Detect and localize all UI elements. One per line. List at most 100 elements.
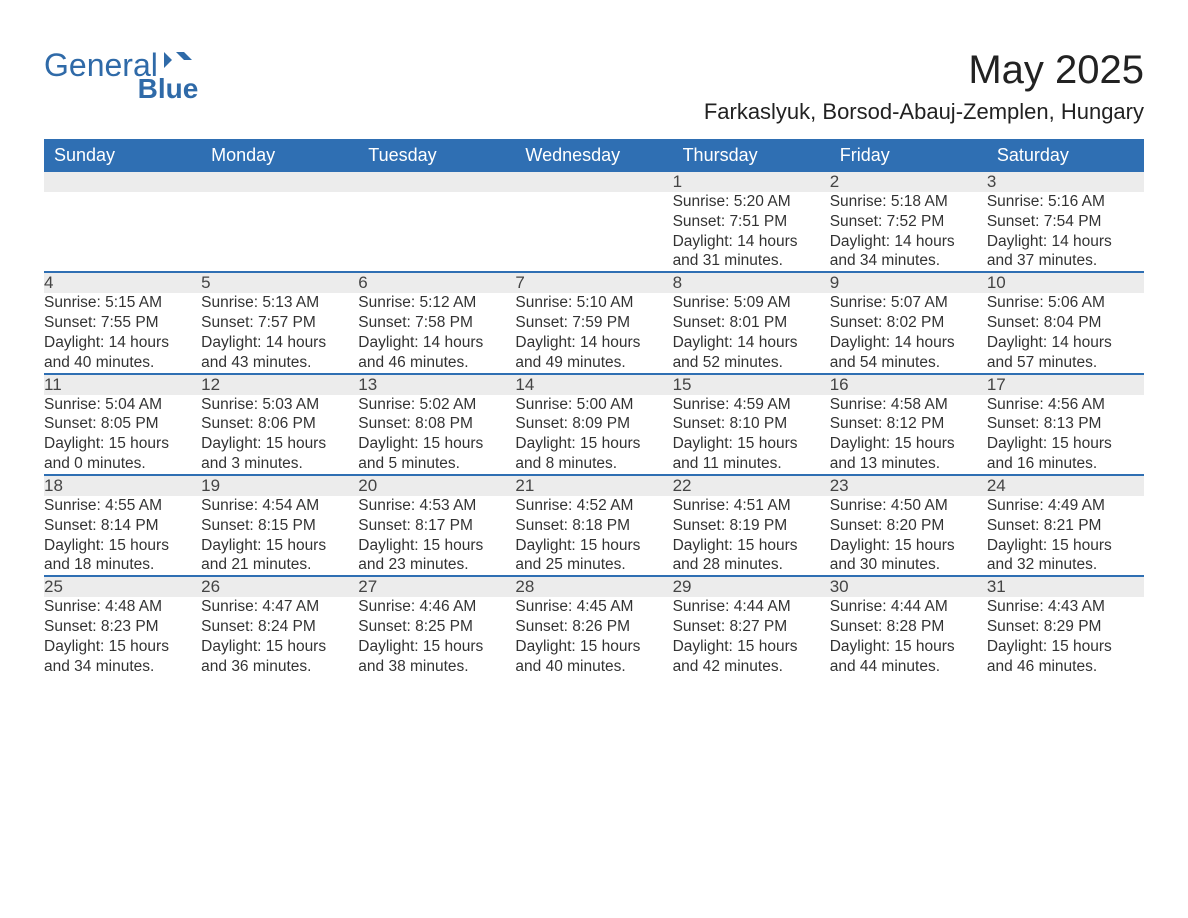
- day-number: 13: [358, 374, 515, 395]
- weekday-header: Monday: [201, 139, 358, 172]
- daylight-label: Daylight:: [673, 233, 738, 250]
- day-detail: Sunrise: 4:55 AMSunset: 8:14 PMDaylight:…: [44, 496, 201, 576]
- daylight-label: Daylight:: [987, 233, 1052, 250]
- minutes-word: minutes.: [249, 354, 312, 371]
- hours-word: hours: [1069, 435, 1112, 452]
- sunset-label: Sunset:: [673, 314, 730, 331]
- hours-word: hours: [754, 334, 797, 351]
- sunset-label: Sunset:: [515, 618, 572, 635]
- minutes-word: minutes.: [1034, 658, 1097, 675]
- day-detail: Sunrise: 4:52 AMSunset: 8:18 PMDaylight:…: [515, 496, 672, 576]
- sunrise-value: 4:45 AM: [577, 598, 634, 615]
- brand-word2: Blue: [138, 73, 199, 104]
- day-detail: Sunrise: 4:48 AMSunset: 8:23 PMDaylight:…: [44, 597, 201, 676]
- hours-word: hours: [597, 435, 640, 452]
- daylight-label: Daylight:: [515, 537, 580, 554]
- daylight-label: Daylight:: [830, 638, 895, 655]
- day-number: 1: [673, 172, 830, 192]
- minutes-word: minutes.: [249, 658, 312, 675]
- sunrise-label: Sunrise:: [515, 598, 576, 615]
- and-word: and: [673, 658, 703, 675]
- daylight-minutes: 38: [388, 658, 405, 675]
- daylight-minutes: 25: [546, 556, 563, 573]
- daylight-hours: 15: [1051, 435, 1068, 452]
- minutes-word: minutes.: [720, 556, 783, 573]
- daylight-label: Daylight:: [358, 638, 423, 655]
- and-word: and: [201, 455, 231, 472]
- daylight-label: Daylight:: [44, 638, 109, 655]
- daylight-hours: 15: [737, 638, 754, 655]
- sunrise-value: 5:09 AM: [734, 294, 791, 311]
- day-number: 20: [358, 475, 515, 496]
- sunset-value: 8:05 PM: [101, 415, 159, 432]
- daylight-label: Daylight:: [358, 435, 423, 452]
- day-number: 26: [201, 576, 358, 597]
- sunset-value: 8:19 PM: [729, 517, 787, 534]
- day-detail: Sunrise: 5:20 AMSunset: 7:51 PMDaylight:…: [673, 192, 830, 272]
- minutes-word: minutes.: [720, 354, 783, 371]
- minutes-word: minutes.: [240, 455, 303, 472]
- sunset-label: Sunset:: [358, 618, 415, 635]
- and-word: and: [987, 455, 1017, 472]
- daylight-label: Daylight:: [358, 334, 423, 351]
- hours-word: hours: [1069, 638, 1112, 655]
- sunset-label: Sunset:: [44, 314, 101, 331]
- daylight-label: Daylight:: [201, 638, 266, 655]
- daylight-label: Daylight:: [987, 334, 1052, 351]
- daylight-label: Daylight:: [673, 537, 738, 554]
- hours-word: hours: [912, 334, 955, 351]
- and-word: and: [515, 455, 545, 472]
- and-word: and: [201, 556, 231, 573]
- daylight-minutes: 16: [1017, 455, 1034, 472]
- sunset-label: Sunset:: [830, 517, 887, 534]
- daylight-minutes: 28: [703, 556, 720, 573]
- day-detail: Sunrise: 5:15 AMSunset: 7:55 PMDaylight:…: [44, 293, 201, 373]
- sunset-label: Sunset:: [830, 415, 887, 432]
- minutes-word: minutes.: [91, 658, 154, 675]
- weekday-header: Saturday: [987, 139, 1144, 172]
- daylight-label: Daylight:: [987, 638, 1052, 655]
- daylight-hours: 15: [266, 435, 283, 452]
- daylight-hours: 15: [580, 537, 597, 554]
- minutes-word: minutes.: [877, 455, 940, 472]
- daylight-minutes: 44: [860, 658, 877, 675]
- sunrise-value: 5:06 AM: [1048, 294, 1105, 311]
- sunrise-value: 5:02 AM: [419, 396, 476, 413]
- sunset-label: Sunset:: [673, 618, 730, 635]
- minutes-word: minutes.: [1034, 354, 1097, 371]
- sunrise-label: Sunrise:: [515, 294, 576, 311]
- daylight-minutes: 46: [388, 354, 405, 371]
- sunrise-value: 4:59 AM: [734, 396, 791, 413]
- sunset-label: Sunset:: [515, 415, 572, 432]
- day-number: 23: [830, 475, 987, 496]
- and-word: and: [987, 354, 1017, 371]
- and-word: and: [358, 556, 388, 573]
- sunset-value: 8:15 PM: [258, 517, 316, 534]
- minutes-word: minutes.: [406, 658, 469, 675]
- sunset-value: 8:25 PM: [415, 618, 473, 635]
- hours-word: hours: [126, 537, 169, 554]
- sunset-label: Sunset:: [358, 517, 415, 534]
- daylight-label: Daylight:: [830, 334, 895, 351]
- daylight-label: Daylight:: [673, 638, 738, 655]
- sunset-label: Sunset:: [515, 314, 572, 331]
- daylight-hours: 14: [580, 334, 597, 351]
- daylight-label: Daylight:: [201, 435, 266, 452]
- sunrise-value: 4:54 AM: [262, 497, 319, 514]
- daylight-minutes: 49: [546, 354, 563, 371]
- sunrise-value: 4:48 AM: [105, 598, 162, 615]
- sunset-label: Sunset:: [201, 517, 258, 534]
- day-detail-row: Sunrise: 5:20 AMSunset: 7:51 PMDaylight:…: [44, 192, 1144, 272]
- empty-day-number: [44, 172, 201, 192]
- minutes-word: minutes.: [249, 556, 312, 573]
- flag-icon: [162, 48, 198, 76]
- daylight-hours: 15: [109, 537, 126, 554]
- and-word: and: [515, 556, 545, 573]
- sunrise-value: 5:04 AM: [105, 396, 162, 413]
- sunrise-label: Sunrise:: [673, 193, 734, 210]
- sunrise-label: Sunrise:: [44, 294, 105, 311]
- sunset-label: Sunset:: [830, 213, 887, 230]
- sunrise-label: Sunrise:: [673, 598, 734, 615]
- hours-word: hours: [754, 638, 797, 655]
- daylight-minutes: 43: [231, 354, 248, 371]
